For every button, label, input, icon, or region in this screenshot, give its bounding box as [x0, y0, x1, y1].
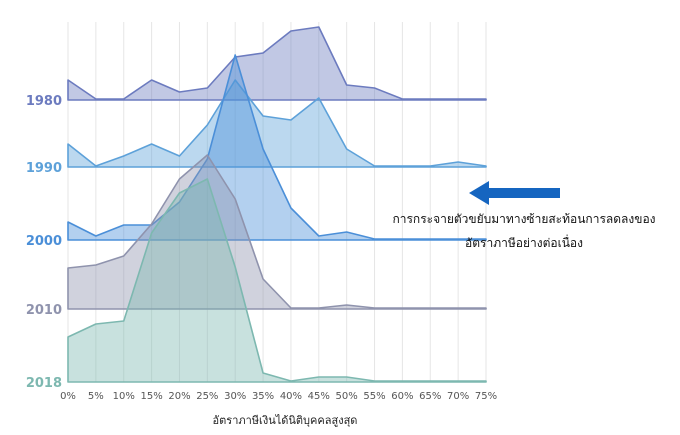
- x-tick-14: 70%: [447, 391, 469, 402]
- x-tick-7: 35%: [252, 391, 274, 402]
- x-tick-6: 30%: [224, 391, 246, 402]
- x-tick-13: 65%: [419, 391, 441, 402]
- year-label-2018: 2018: [26, 376, 62, 391]
- x-tick-2: 10%: [113, 391, 135, 402]
- x-tick-8: 40%: [280, 391, 302, 402]
- ridge-area-1980: [67, 26, 487, 101]
- x-tick-11: 55%: [363, 391, 385, 402]
- x-tick-labels: 0% 5% 10% 15% 20% 25% 30% 35% 40% 45% 50% 55% 60% 65%…: [60, 391, 497, 402]
- ridge-area-2018: [67, 178, 487, 383]
- year-label-2000: 2000: [26, 234, 62, 249]
- year-label-1980: 1980: [26, 94, 62, 109]
- x-tick-10: 50%: [336, 391, 358, 402]
- year-label-1990: 1990: [26, 161, 62, 176]
- ridge-2010: [67, 154, 487, 310]
- x-axis-label: อัตราภาษีเงินได้นิติบุคคลสูงสุด: [213, 414, 358, 427]
- x-tick-12: 60%: [391, 391, 413, 402]
- ridge-area-2010: [67, 154, 487, 310]
- arrow-shaft: [487, 188, 560, 198]
- x-tick-0: 0%: [60, 391, 76, 402]
- x-tick-9: 45%: [308, 391, 330, 402]
- x-tick-3: 15%: [140, 391, 162, 402]
- year-label-2010: 2010: [26, 303, 62, 318]
- ridge-1990: [67, 79, 487, 168]
- ridge-area-2000: [67, 54, 487, 241]
- ridge-2000: [67, 54, 487, 241]
- arrow-left-icon: [469, 181, 489, 205]
- annotation-line-2: อัตราภาษีอย่างต่อเนื่อง: [465, 234, 583, 250]
- year-labels: 1980 1990 2000 2010 2018: [26, 94, 62, 391]
- ridge-area-1990: [67, 79, 487, 168]
- annotation-line-1: การกระจายตัวขยับมาทางซ้ายสะท้อนการลดลงขอ…: [392, 212, 655, 226]
- x-tick-4: 20%: [168, 391, 190, 402]
- x-tick-1: 5%: [88, 391, 104, 402]
- ridge-1980: [67, 26, 487, 101]
- ridge-2018: [67, 178, 487, 383]
- x-tick-15: 75%: [475, 391, 497, 402]
- ridges: [67, 26, 487, 383]
- x-tick-5: 25%: [196, 391, 218, 402]
- shift-annotation: การกระจายตัวขยับมาทางซ้ายสะท้อนการลดลงขอ…: [392, 181, 656, 250]
